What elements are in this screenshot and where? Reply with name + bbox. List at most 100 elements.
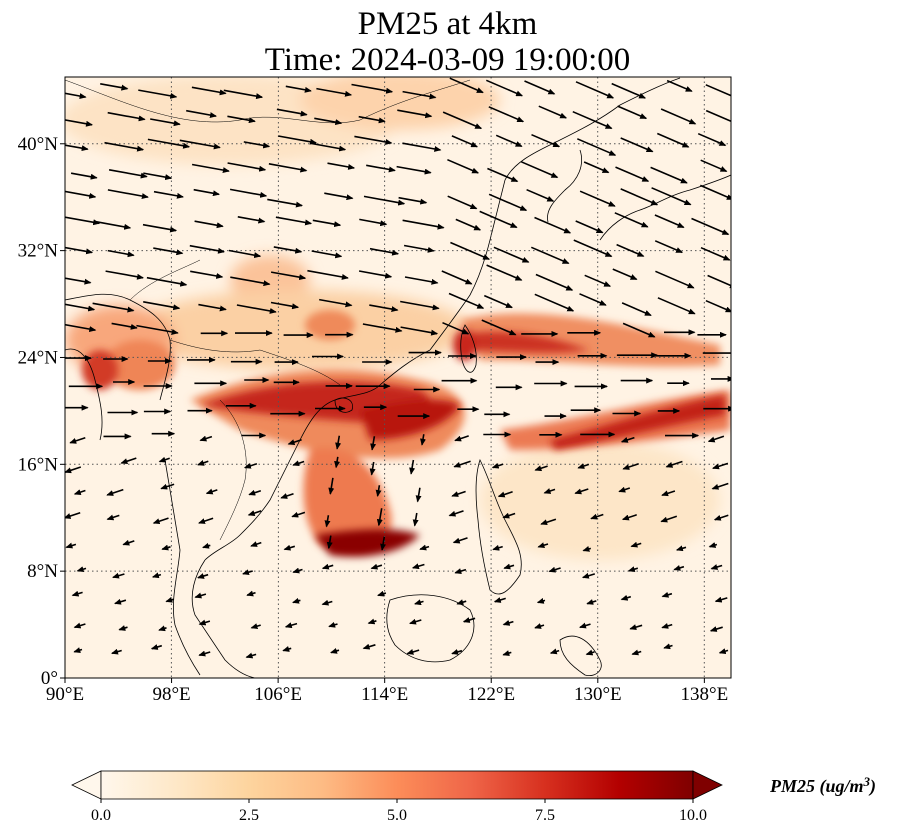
wind-arrow [450, 241, 491, 260]
wind-arrow [651, 187, 692, 206]
wind-arrow [311, 250, 343, 259]
y-tick-label: 24°N [18, 347, 59, 368]
wind-arrow [574, 488, 589, 495]
wind-arrow [451, 135, 479, 148]
wind-arrow [370, 436, 377, 451]
wind-arrow [370, 563, 383, 570]
wind-arrow [705, 299, 731, 313]
wind-arrow [136, 324, 179, 335]
wind-arrow [700, 246, 731, 261]
wind-arrow [369, 247, 400, 256]
wind-arrow [419, 544, 430, 551]
wind-arrow [483, 294, 513, 309]
wind-arrow [412, 512, 419, 527]
wind-arrow [493, 246, 530, 263]
pm25-plume-heavy [82, 329, 725, 557]
wind-arrow [403, 244, 435, 253]
wind-arrow [275, 216, 313, 226]
wind-arrow [711, 482, 729, 490]
wind-arrow [620, 436, 635, 443]
wind-arrow [270, 271, 307, 281]
wind-arrow [334, 456, 341, 469]
wind-arrow [526, 188, 555, 202]
wind-arrow [709, 626, 723, 632]
wind-arrow [573, 239, 613, 258]
wind-arrow [420, 434, 426, 446]
wind-arrow [707, 274, 731, 289]
wind-arrow [621, 514, 637, 521]
wind-arrow [285, 85, 312, 93]
wind-arrow [223, 89, 264, 100]
wind-arrow [267, 198, 303, 208]
wind-arrow [488, 193, 528, 212]
wind-arrow [486, 264, 523, 281]
wind-arrow [106, 488, 124, 496]
colorbar-extend-max [692, 770, 723, 800]
wind-arrow [142, 223, 178, 233]
wind-arrow [205, 488, 218, 495]
wind-arrow [441, 270, 473, 285]
colorbar-tick-label: 0.0 [91, 807, 111, 824]
wind-arrow [189, 244, 225, 254]
wind-arrow [534, 623, 545, 629]
wind-arrow [611, 82, 647, 99]
wind-arrow [227, 115, 256, 124]
wind-arrow [548, 566, 561, 573]
wind-arrow [193, 188, 220, 197]
wind-arrow [455, 218, 482, 231]
wind-arrow [324, 515, 331, 528]
wind-arrow [73, 489, 86, 495]
wind-arrow [402, 142, 442, 152]
wind-arrow [165, 596, 174, 603]
wind-arrow [488, 106, 525, 123]
wind-arrow [282, 646, 292, 652]
colorbar-extend-min [71, 770, 102, 800]
wind-arrow [493, 597, 506, 603]
wind-arrow [415, 487, 422, 503]
wind-arrow [152, 517, 169, 525]
wind-arrow [660, 108, 697, 125]
wind-arrow [65, 323, 97, 332]
wind-arrow [230, 276, 271, 287]
wind-arrow [243, 462, 258, 469]
wind-arrow [666, 79, 693, 92]
wind-arrow [158, 456, 170, 463]
wind-arrow [122, 539, 135, 546]
wind-arrow [153, 190, 184, 199]
wind-arrow [620, 594, 632, 601]
wind-arrow [321, 599, 333, 606]
wind-arrow [369, 304, 399, 313]
wind-arrow [198, 619, 211, 626]
y-axis-ticks: 0° 8°N 16°N 24°N 32°N 40°N [18, 134, 65, 689]
wind-arrow [65, 216, 101, 226]
wind-arrow [191, 163, 230, 173]
wind-arrow [400, 326, 439, 336]
wind-arrow [411, 563, 425, 570]
wind-arrow [442, 111, 483, 130]
x-tick-label: 130°E [574, 684, 622, 705]
wind-arrow [158, 625, 167, 632]
wind-arrow [485, 79, 524, 97]
wind-arrow [376, 508, 383, 527]
wind-arrow [198, 517, 214, 524]
y-tick-label: 40°N [18, 134, 59, 155]
wind-arrow [283, 544, 296, 551]
wind-arrow [92, 302, 135, 313]
wind-arrow [406, 649, 420, 655]
wind-arrow [579, 293, 607, 306]
wind-arrow [65, 466, 82, 474]
wind-arrow [363, 195, 406, 206]
wind-arrow [398, 196, 428, 205]
wind-arrow [314, 117, 343, 126]
wind-arrow [112, 572, 125, 579]
wind-arrow [576, 138, 617, 156]
wind-arrow [479, 210, 518, 229]
wind-arrow [710, 564, 723, 570]
wind-arrow [237, 216, 266, 224]
wind-arrow [246, 590, 256, 597]
wind-arrow [631, 649, 642, 656]
wind-arrow [190, 270, 224, 279]
wind-arrow [442, 321, 470, 335]
wind-arrow [319, 298, 353, 308]
wind-arrow [316, 87, 353, 97]
